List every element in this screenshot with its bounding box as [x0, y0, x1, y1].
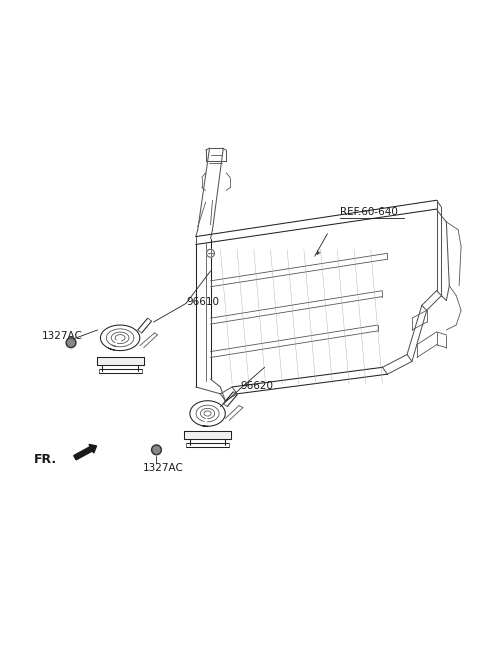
Text: FR.: FR.	[34, 453, 57, 466]
Text: 1327AC: 1327AC	[143, 462, 184, 472]
Circle shape	[68, 339, 74, 346]
Text: 96610: 96610	[186, 297, 219, 308]
Circle shape	[152, 445, 161, 455]
FancyArrow shape	[74, 444, 96, 460]
Text: 96620: 96620	[240, 381, 273, 391]
Circle shape	[66, 338, 76, 348]
Text: 1327AC: 1327AC	[41, 331, 83, 341]
Polygon shape	[184, 431, 231, 439]
Text: REF.60-640: REF.60-640	[340, 207, 398, 217]
Circle shape	[153, 446, 160, 453]
Circle shape	[206, 249, 215, 257]
Polygon shape	[96, 358, 144, 365]
